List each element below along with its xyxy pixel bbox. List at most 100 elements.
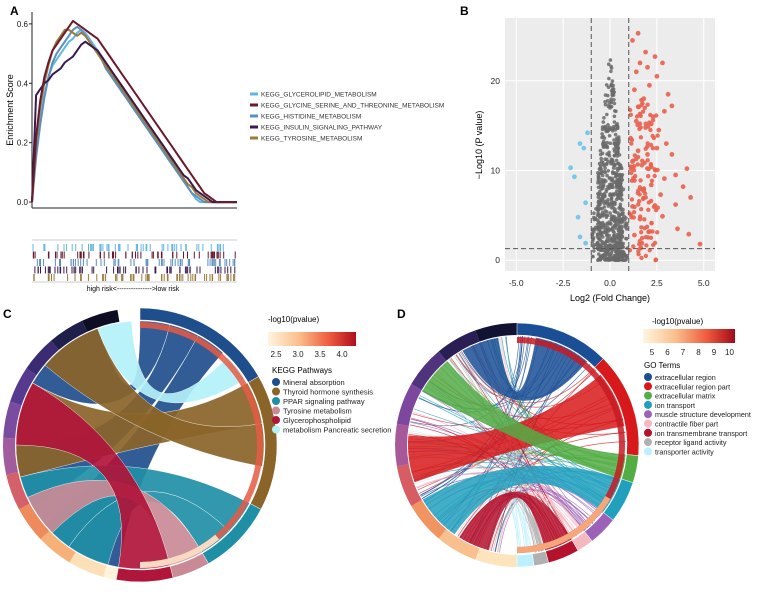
go-legend-label: ion transmembrane transport bbox=[655, 429, 747, 438]
volcano-point-ns bbox=[612, 120, 617, 124]
volcano-point-ns bbox=[604, 239, 609, 243]
volcano-x-label: Log2 (Fold Change) bbox=[570, 293, 650, 303]
volcano-point-up bbox=[641, 188, 646, 194]
volcano-point-ns bbox=[599, 156, 603, 161]
kegg-legend-label: Mineral absorption bbox=[283, 378, 345, 387]
volcano-point-ns bbox=[598, 238, 602, 242]
volcano-point-ns bbox=[606, 123, 610, 127]
volcano-point-up bbox=[646, 124, 651, 129]
volcano-point-up bbox=[629, 170, 634, 176]
go-legend-title: GO Terms bbox=[644, 361, 680, 370]
go-chord-link bbox=[412, 411, 584, 532]
volcano-point-ns bbox=[602, 116, 606, 120]
kegg-legend-label: PPAR signaling pathway bbox=[283, 397, 365, 406]
volcano-point-ns bbox=[603, 230, 608, 235]
volcano-point-ns bbox=[614, 220, 619, 225]
volcano-point-down bbox=[575, 214, 581, 220]
volcano-point-up bbox=[634, 114, 640, 119]
volcano-point-up bbox=[629, 141, 634, 146]
go-chord-ribbon bbox=[422, 465, 621, 535]
volcano-point-ns bbox=[591, 245, 596, 249]
volcano-point-ns bbox=[597, 192, 601, 197]
kegg-gene-arc bbox=[19, 503, 50, 540]
volcano-point-up bbox=[635, 162, 640, 167]
volcano-point-ns bbox=[598, 202, 602, 207]
volcano-point-up bbox=[665, 91, 671, 97]
volcano-point-ns bbox=[614, 144, 618, 148]
gsea-series-line bbox=[31, 25, 237, 204]
volcano-point-up bbox=[630, 38, 635, 43]
kegg-legend-title: KEGG Pathways bbox=[272, 366, 332, 375]
volcano-point-ns bbox=[611, 179, 615, 183]
gsea-legend-label: KEGG_GLYCEROLIPID_METABOLISM bbox=[261, 92, 377, 99]
kegg-legend-label: Glycerophospholipid bbox=[283, 416, 351, 425]
volcano-point-up bbox=[631, 244, 636, 249]
volcano-point-ns bbox=[601, 160, 605, 165]
volcano-point-up bbox=[669, 103, 675, 109]
volcano-point-ns bbox=[620, 229, 625, 234]
go-legend-dot bbox=[644, 438, 652, 447]
volcano-point-ns bbox=[617, 181, 621, 185]
volcano-point-up bbox=[638, 214, 643, 219]
go-scale-tick: 6 bbox=[665, 348, 670, 357]
volcano-point-ns bbox=[609, 97, 613, 101]
volcano-point-up bbox=[655, 167, 660, 173]
volcano-point-up bbox=[646, 174, 651, 179]
volcano-point-ns bbox=[615, 177, 619, 182]
volcano-point-ns bbox=[609, 82, 614, 86]
volcano-point-up bbox=[652, 54, 658, 59]
volcano-point-ns bbox=[598, 230, 603, 235]
volcano-point-ns bbox=[599, 187, 603, 191]
volcano-point-ns bbox=[600, 135, 604, 140]
go-scale-bar bbox=[643, 329, 735, 343]
volcano-point-up bbox=[688, 195, 693, 200]
panel-label-b: B bbox=[460, 4, 469, 18]
volcano-point-ns bbox=[614, 109, 618, 114]
go-gene-arc bbox=[411, 351, 447, 390]
volcano-point-ns bbox=[604, 83, 609, 87]
volcano-point-ns bbox=[594, 207, 598, 211]
volcano-point-ns bbox=[614, 158, 619, 163]
go-scale-title: -log10(pvalue) bbox=[652, 317, 703, 326]
kegg-scale-bar bbox=[268, 332, 356, 346]
volcano-point-ns bbox=[600, 151, 605, 156]
volcano-point-ns bbox=[614, 226, 618, 230]
volcano-point-up bbox=[633, 69, 639, 75]
gsea-y-tick-label: 0.4 bbox=[17, 79, 29, 88]
volcano-point-up bbox=[650, 146, 656, 151]
volcano-point-up bbox=[639, 207, 644, 212]
volcano-point-ns bbox=[603, 252, 607, 256]
gsea-series-line bbox=[31, 19, 237, 204]
go-chord-ribbon bbox=[462, 337, 588, 401]
volcano-point-ns bbox=[605, 213, 609, 218]
go-scale-tick: 9 bbox=[712, 348, 717, 357]
go-gene-arc bbox=[411, 500, 447, 539]
volcano-point-down bbox=[577, 234, 583, 240]
volcano-y-tick-label: 0 bbox=[495, 255, 500, 265]
volcano-point-up bbox=[643, 146, 648, 151]
volcano-point-up bbox=[645, 152, 650, 157]
volcano-point-up bbox=[653, 258, 658, 263]
volcano-point-up bbox=[686, 231, 692, 237]
kegg-legend-dot bbox=[272, 387, 280, 396]
volcano-point-ns bbox=[616, 211, 620, 215]
kegg-gene-arc bbox=[51, 320, 88, 350]
volcano-point-up bbox=[628, 212, 633, 218]
volcano-point-ns bbox=[603, 100, 607, 104]
volcano-point-up bbox=[639, 230, 644, 235]
volcano-point-ns bbox=[609, 157, 614, 162]
volcano-point-up bbox=[648, 235, 654, 240]
volcano-point-down bbox=[568, 165, 573, 171]
volcano-point-ns bbox=[612, 238, 616, 242]
volcano-point-up bbox=[648, 112, 653, 118]
volcano-point-ns bbox=[612, 114, 617, 119]
volcano-point-ns bbox=[609, 214, 614, 218]
volcano-point-ns bbox=[612, 98, 616, 102]
volcano-point-ns bbox=[592, 230, 596, 234]
volcano-point-up bbox=[633, 173, 638, 179]
volcano-point-up bbox=[638, 135, 644, 140]
volcano-point-ns bbox=[597, 227, 602, 231]
volcano-point-ns bbox=[617, 225, 622, 230]
volcano-point-up bbox=[638, 178, 643, 183]
gsea-y-tick-label: 0.0 bbox=[17, 198, 29, 207]
